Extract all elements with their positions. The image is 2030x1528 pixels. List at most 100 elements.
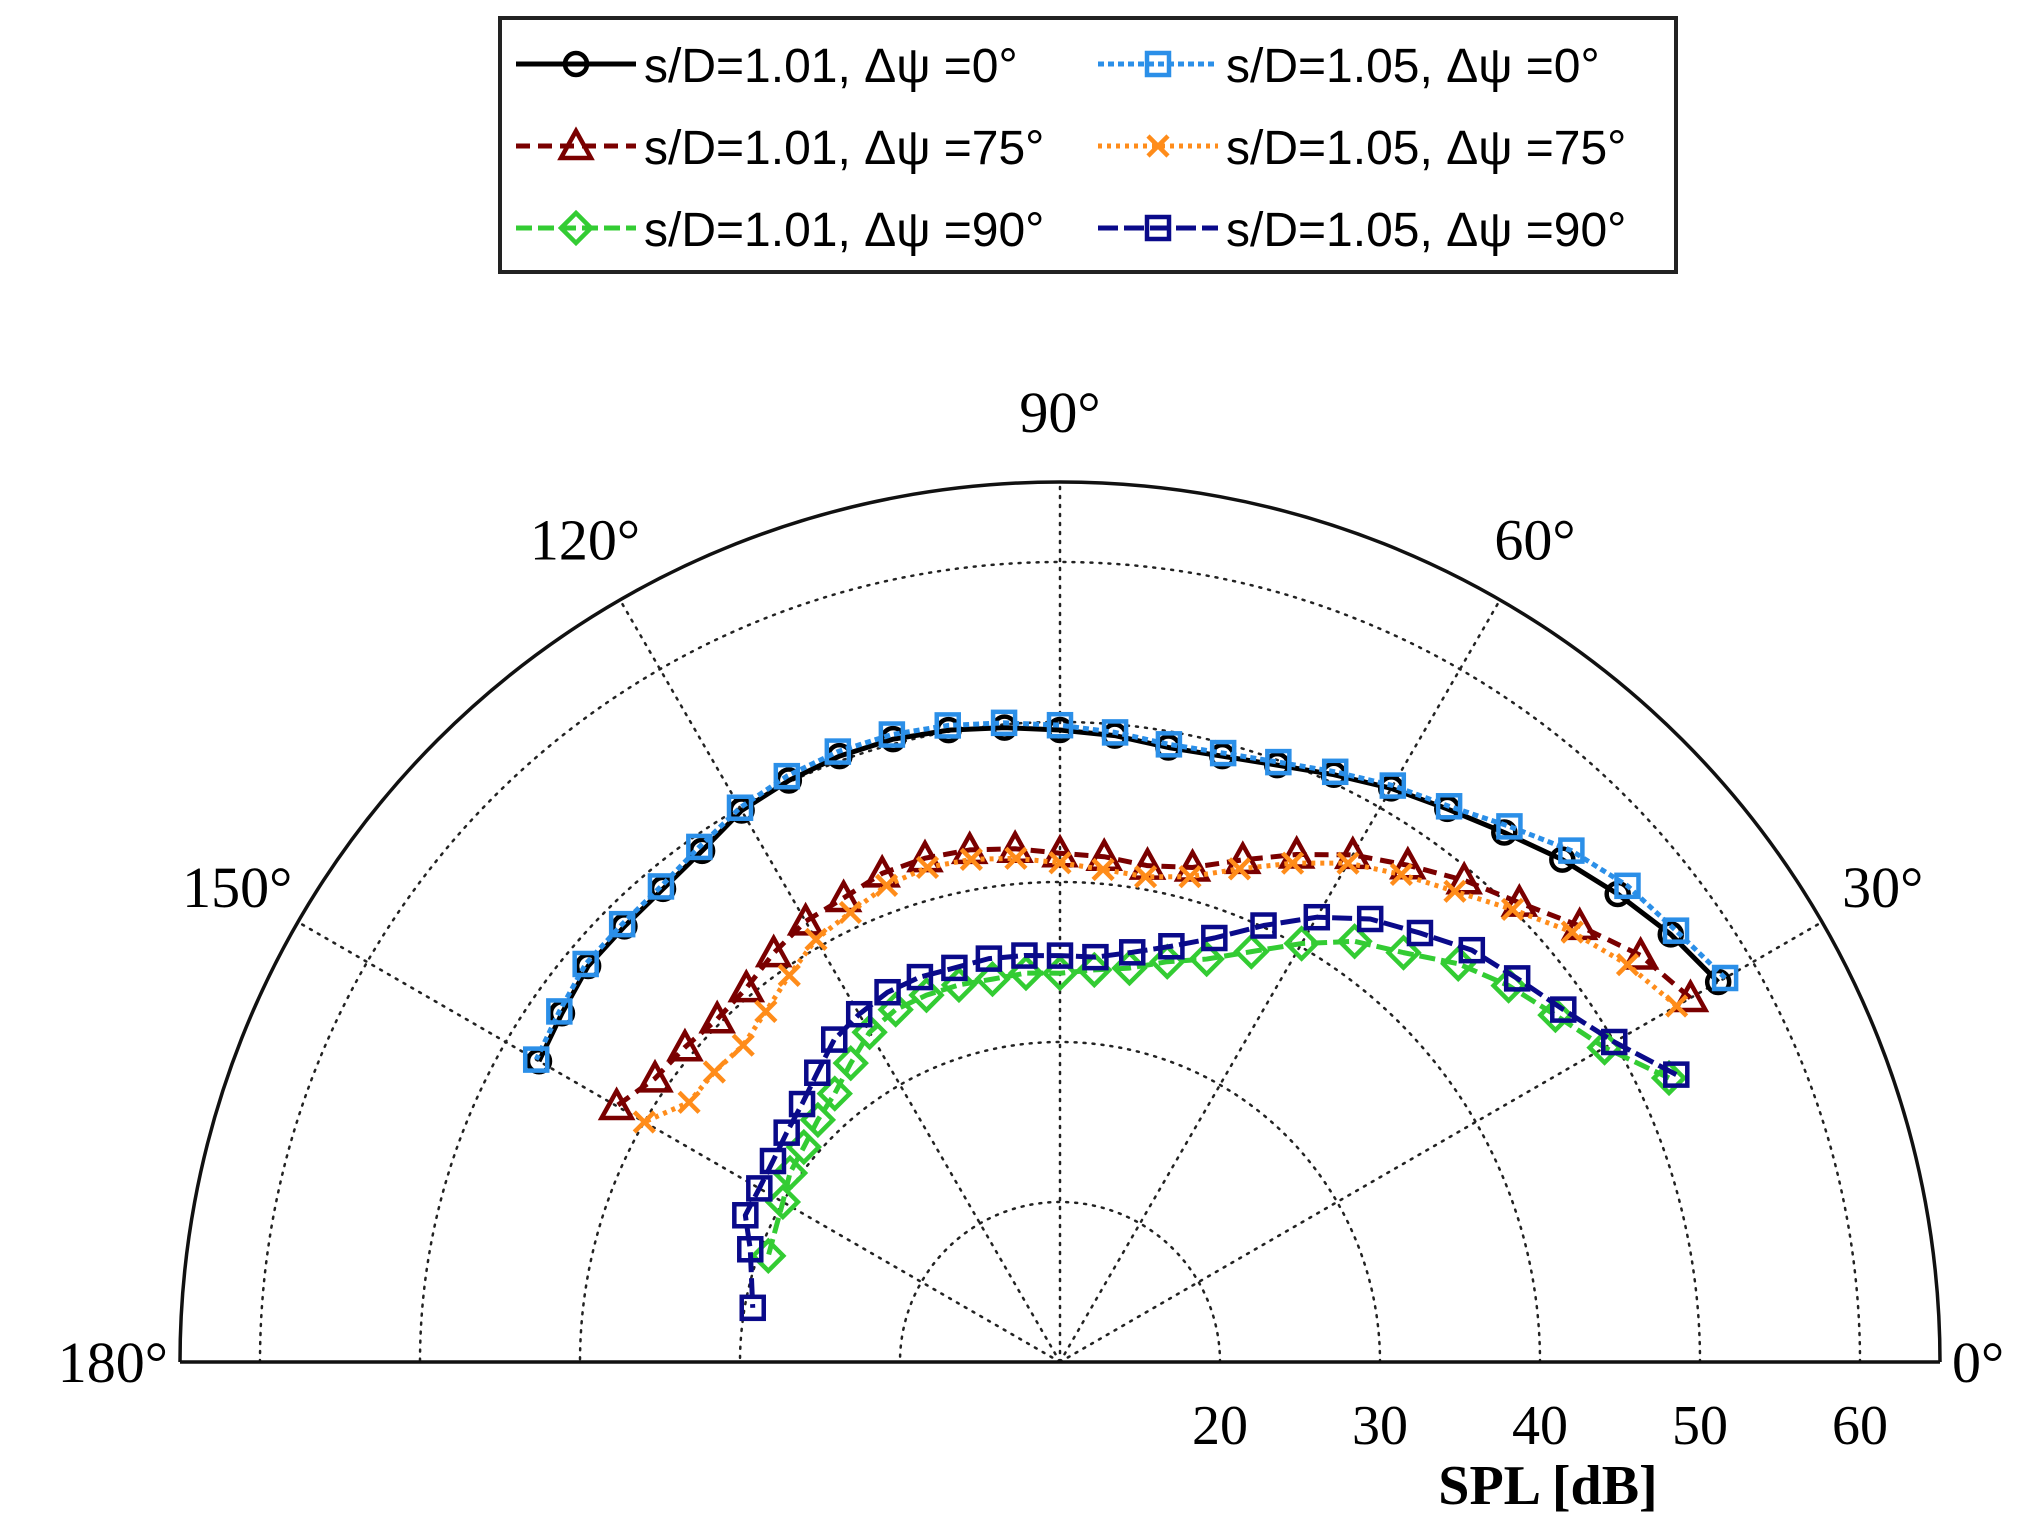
- r-tick-20: 20: [1192, 1395, 1248, 1457]
- point-1-15: [878, 721, 906, 748]
- point-3-6: [1336, 851, 1360, 875]
- point-2-20: [727, 968, 766, 1003]
- point-1-14: [934, 712, 962, 739]
- spoke-30: [1058, 920, 1824, 1364]
- point-3-3: [1500, 897, 1525, 922]
- point-3-12: [1048, 851, 1072, 875]
- point-1-24: [522, 1046, 550, 1073]
- point-5-28: [739, 1294, 766, 1322]
- point-1-11: [1101, 719, 1129, 746]
- outer-arc: [178, 480, 1942, 1363]
- point-5-22: [788, 1090, 816, 1118]
- point-3-9: [1178, 865, 1202, 889]
- point-5-12: [1082, 943, 1109, 971]
- point-5-20: [820, 1026, 848, 1053]
- point-5-13: [1046, 942, 1074, 969]
- r-tick-50: 50: [1672, 1395, 1728, 1457]
- series-layer: [522, 709, 1739, 1322]
- point-5-5: [1406, 919, 1434, 947]
- point-2-5: [1388, 845, 1427, 880]
- point-5-19: [845, 1000, 873, 1028]
- legend-label-3: s/D=1.05, Δψ =75°: [1226, 122, 1626, 175]
- spoke-150: [296, 920, 1062, 1364]
- point-1-16: [824, 738, 852, 765]
- point-5-3: [1503, 965, 1531, 992]
- point-1-19: [686, 833, 713, 861]
- point-3-7: [1281, 851, 1305, 875]
- point-1-4: [1496, 813, 1523, 840]
- point-1-21: [608, 910, 636, 938]
- point-3-2: [1560, 920, 1584, 944]
- point-5-2: [1550, 996, 1577, 1023]
- point-1-2: [1614, 872, 1641, 900]
- legend-label-2: s/D=1.01, Δψ =75°: [644, 122, 1044, 175]
- point-1-3: [1558, 837, 1585, 864]
- point-1-10: [1155, 731, 1183, 758]
- angle-label-60: 60°: [1494, 507, 1575, 572]
- point-4-8: [1233, 933, 1270, 970]
- point-4-9: [1188, 940, 1225, 978]
- point-0-0: [1704, 968, 1732, 996]
- point-5-27: [737, 1236, 764, 1263]
- point-2-21: [698, 999, 737, 1034]
- point-5-6: [1356, 905, 1384, 933]
- point-4-20: [832, 1044, 869, 1082]
- point-2-24: [597, 1086, 636, 1121]
- point-1-6: [1379, 772, 1407, 799]
- point-3-19: [777, 963, 801, 987]
- grid-arc-50: [418, 720, 1702, 1364]
- point-2-23: [636, 1058, 674, 1093]
- point-5-4: [1458, 936, 1486, 964]
- point-3-4: [1443, 879, 1467, 903]
- legend-label-0: s/D=1.01, Δψ =0°: [644, 40, 1018, 93]
- point-2-17: [824, 878, 863, 913]
- grid-arc-40: [578, 880, 1542, 1364]
- legend-label-4: s/D=1.01, Δψ =90°: [644, 204, 1044, 257]
- angle-label-180: 180°: [58, 1330, 168, 1395]
- point-1-7: [1321, 758, 1349, 786]
- r-axis-title: SPL [dB]: [1438, 1455, 1657, 1517]
- point-0-21: [611, 913, 638, 940]
- point-5-7: [1303, 903, 1331, 931]
- point-4-2: [1537, 996, 1574, 1034]
- point-4-6: [1336, 923, 1373, 960]
- point-1-18: [726, 794, 754, 821]
- point-5-24: [759, 1147, 787, 1175]
- angle-label-150: 150°: [182, 855, 292, 920]
- point-5-21: [804, 1059, 831, 1086]
- legend-marker-2: [557, 126, 595, 161]
- legend-box: [498, 16, 1678, 274]
- point-1-8: [1265, 748, 1292, 776]
- point-3-11: [1091, 857, 1115, 882]
- point-5-17: [906, 963, 934, 991]
- point-2-22: [666, 1027, 704, 1062]
- series-1: [522, 709, 1739, 1073]
- point-4-0: [1650, 1059, 1688, 1097]
- legend-marker-4: [557, 209, 595, 247]
- legend-marker-1: [1144, 50, 1172, 78]
- point-3-16: [874, 873, 899, 897]
- point-1-22: [572, 950, 599, 978]
- point-4-21: [816, 1075, 853, 1112]
- point-5-9: [1201, 924, 1228, 952]
- polar-grid: [178, 480, 1942, 1364]
- point-4-4: [1440, 945, 1477, 982]
- point-3-0: [1665, 994, 1689, 1018]
- series-line-0: [536, 725, 1720, 1063]
- point-3-1: [1615, 953, 1640, 977]
- point-3-24: [632, 1110, 656, 1134]
- legend-label-5: s/D=1.05, Δψ =90°: [1226, 204, 1626, 257]
- point-3-18: [804, 927, 828, 951]
- point-1-0: [1711, 964, 1739, 992]
- point-4-15: [974, 960, 1011, 998]
- angle-label-120: 120°: [530, 507, 640, 572]
- legend-items: s/D=1.01, Δψ =0° s/D=1.01, Δψ =75° s/D=1.0…: [516, 40, 1626, 257]
- point-1-20: [647, 873, 675, 900]
- angle-label-30: 30°: [1842, 855, 1923, 920]
- r-tick-40: 40: [1512, 1395, 1568, 1457]
- point-5-23: [773, 1119, 800, 1146]
- point-1-23: [546, 998, 573, 1025]
- point-3-23: [677, 1090, 701, 1114]
- grid-arc-20: [898, 1200, 1222, 1364]
- series-line-2: [615, 846, 1693, 1109]
